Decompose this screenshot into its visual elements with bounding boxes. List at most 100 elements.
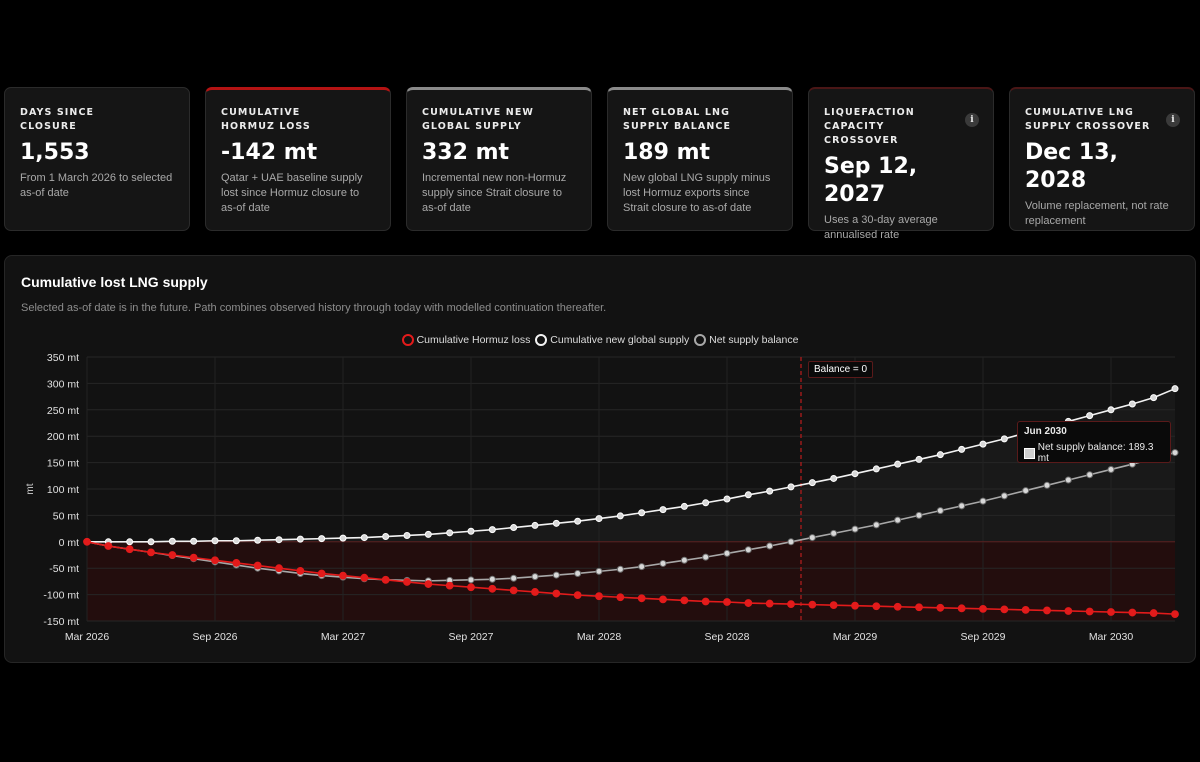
series-point-new-supply — [339, 534, 347, 542]
series-point-new-supply — [680, 502, 688, 510]
series-point-net-balance — [979, 497, 987, 505]
series-point-new-supply — [318, 535, 326, 543]
legend-label: Cumulative Hormuz loss — [416, 334, 531, 346]
series-point-hormuz-loss — [488, 584, 497, 593]
series-point-net-balance — [1064, 476, 1072, 484]
series-point-hormuz-loss — [1043, 606, 1051, 615]
card-description: From 1 March 2026 to selected as-of date — [20, 172, 173, 199]
card-label: CUMULATIVE LNG SUPPLY CROSSOVER — [1025, 107, 1151, 132]
series-point-new-supply — [744, 491, 752, 499]
card-value: 332 mt — [422, 140, 510, 165]
series-point-hormuz-loss — [1064, 607, 1073, 615]
series-point-new-supply — [1150, 394, 1158, 402]
series-point-hormuz-loss — [1085, 607, 1094, 616]
series-point-new-supply — [638, 509, 646, 517]
chart-panel: Cumulative lost LNG supply Selected as-o… — [4, 255, 1196, 663]
series-point-net-balance — [723, 549, 731, 557]
series-point-hormuz-loss — [552, 589, 561, 598]
x-tick-label: Mar 2029 — [833, 631, 878, 643]
series-point-net-balance — [488, 575, 496, 583]
card-value: Dec 13, 2028 — [1025, 140, 1118, 193]
series-line-0 — [86, 541, 1176, 615]
kpi-cards: DAYS SINCE CLOSURE 1,553 From 1 March 20… — [4, 87, 1196, 241]
series-point-net-balance — [830, 529, 838, 537]
series-point-new-supply — [1107, 406, 1115, 414]
series-point-hormuz-loss — [637, 594, 646, 603]
series-point-new-supply — [552, 519, 560, 527]
x-tick-label: Sep 2026 — [193, 631, 238, 643]
series-point-hormuz-loss — [1128, 608, 1137, 617]
series-point-hormuz-loss — [659, 595, 667, 604]
series-point-hormuz-loss — [979, 604, 987, 613]
series-point-new-supply — [1086, 412, 1094, 420]
info-icon[interactable]: i — [1166, 113, 1180, 127]
card-label: CUMULATIVE NEW GLOBAL SUPPLY — [422, 107, 535, 132]
series-point-new-supply — [915, 455, 923, 463]
card-description: Volume replacement, not rate replacement — [1025, 200, 1169, 227]
series-point-hormuz-loss — [851, 601, 859, 610]
y-tick-label: -100 mt — [43, 590, 79, 602]
series-point-new-supply — [232, 537, 240, 545]
series-point-hormuz-loss — [296, 566, 305, 575]
series-point-new-supply — [702, 499, 710, 507]
legend-swatch — [694, 334, 707, 346]
series-point-hormuz-loss — [125, 545, 134, 554]
series-point-new-supply — [979, 440, 987, 448]
series-point-net-balance — [552, 571, 560, 579]
series-point-net-balance — [510, 574, 518, 582]
card-value: 189 mt — [623, 140, 711, 165]
legend-label: Net supply balance — [709, 334, 799, 346]
series-point-hormuz-loss — [424, 580, 433, 588]
series-point-new-supply — [382, 533, 390, 541]
tooltip-row: Net supply balance: 189.3 mt — [1024, 442, 1164, 464]
series-line-1 — [87, 387, 1176, 543]
card-label: DAYS SINCE CLOSURE — [20, 107, 95, 132]
series-point-net-balance — [1107, 465, 1115, 473]
series-point-hormuz-loss — [275, 564, 283, 573]
series-point-hormuz-loss — [531, 588, 539, 596]
kpi-card-hormuz-loss: CUMULATIVE HORMUZ LOSS -142 mt Qatar + U… — [205, 87, 391, 231]
series-point-net-balance — [595, 567, 603, 575]
series-point-new-supply — [787, 483, 795, 491]
y-tick-label: 100 mt — [47, 484, 79, 496]
series-point-hormuz-loss — [595, 592, 603, 601]
series-point-net-balance — [467, 576, 475, 584]
series-point-hormuz-loss — [829, 601, 838, 610]
kpi-card-days-since-closure: DAYS SINCE CLOSURE 1,553 From 1 March 20… — [4, 87, 190, 231]
legend-item-hormuz-loss[interactable]: Cumulative Hormuz loss — [401, 334, 531, 346]
x-tick-label: Sep 2029 — [961, 631, 1006, 643]
legend-item-net-balance[interactable]: Net supply balance — [694, 334, 798, 346]
series-point-new-supply — [126, 538, 134, 546]
series-point-hormuz-loss — [317, 569, 326, 578]
series-point-new-supply — [211, 537, 219, 545]
series-point-new-supply — [851, 470, 859, 478]
series-point-hormuz-loss — [403, 578, 411, 586]
legend-swatch — [401, 334, 414, 346]
card-value: 1,553 — [20, 140, 90, 165]
series-point-net-balance — [1000, 492, 1008, 500]
series-point-net-balance — [1022, 487, 1030, 495]
legend-label: Cumulative new global supply — [550, 334, 690, 346]
y-tick-label: 150 mt — [47, 458, 79, 470]
card-label: NET GLOBAL LNG SUPPLY BALANCE — [623, 107, 732, 132]
info-icon[interactable]: i — [965, 113, 979, 127]
series-point-hormuz-loss — [509, 586, 518, 595]
legend-item-new-supply[interactable]: Cumulative new global supply — [535, 334, 689, 346]
x-tick-label: Sep 2028 — [705, 631, 750, 643]
series-point-new-supply — [766, 487, 774, 495]
series-point-hormuz-loss — [104, 542, 113, 550]
series-point-hormuz-loss — [189, 553, 198, 562]
series-point-hormuz-loss — [957, 604, 966, 613]
series-point-net-balance — [638, 563, 646, 571]
series-point-hormuz-loss — [765, 599, 774, 608]
supply-area — [87, 388, 1175, 542]
series-point-hormuz-loss — [915, 603, 923, 612]
x-tick-label: Mar 2026 — [65, 631, 110, 643]
series-point-net-balance — [1043, 481, 1051, 489]
series-point-new-supply — [488, 526, 496, 534]
series-point-new-supply — [1128, 400, 1136, 408]
series-point-new-supply — [275, 536, 283, 544]
card-label: LIQUEFACTION CAPACITY CROSSOVER — [824, 107, 915, 146]
series-point-hormuz-loss — [787, 600, 795, 609]
series-point-net-balance — [915, 511, 923, 519]
